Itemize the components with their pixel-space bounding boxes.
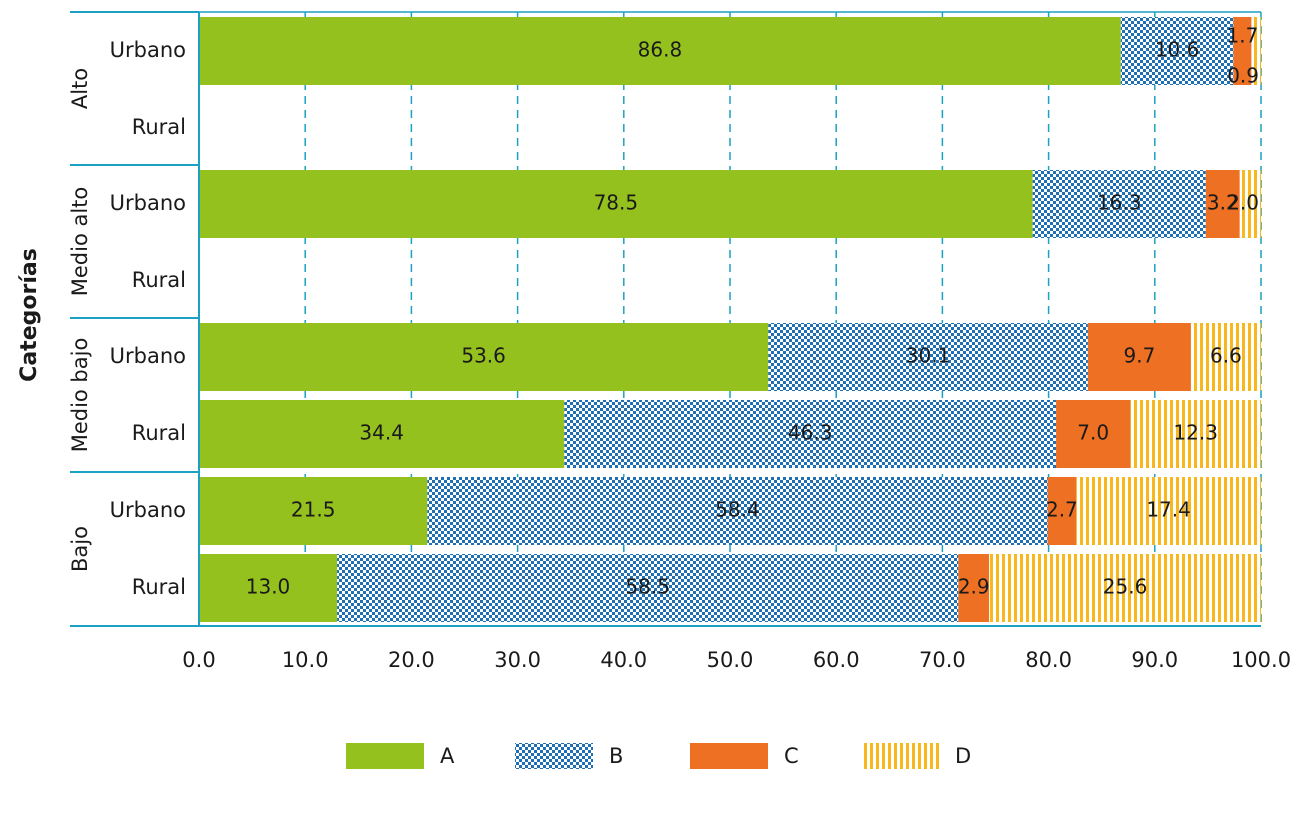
- x-tick-label: 10.0: [282, 648, 329, 672]
- legend-label-a: A: [440, 744, 455, 768]
- x-tick-label: 100.0: [1231, 648, 1291, 672]
- bar-segment-d: [1130, 400, 1261, 468]
- data-label: 53.6: [461, 344, 506, 368]
- legend: A B C D: [346, 743, 971, 769]
- data-label: 78.5: [594, 191, 639, 215]
- x-tick-label: 40.0: [600, 648, 647, 672]
- data-label: 16.3: [1097, 191, 1142, 215]
- data-label: 3.2: [1207, 191, 1239, 215]
- bar-segment-c: [1205, 170, 1240, 238]
- bar-segment-b: [337, 554, 959, 622]
- bar-segment-b: [427, 477, 1048, 545]
- data-label: 21.5: [291, 498, 336, 522]
- group-label-medio-alto: Medio alto: [68, 187, 92, 297]
- data-label: 25.6: [1103, 575, 1148, 599]
- bar-segment-c: [1047, 477, 1077, 545]
- bar-segment-a: [199, 17, 1121, 85]
- bar-segment-d: [1076, 477, 1261, 545]
- data-label: 9.7: [1123, 344, 1155, 368]
- x-tick-label: 50.0: [707, 648, 754, 672]
- x-tick-label: 90.0: [1131, 648, 1178, 672]
- bar-segment-a: [199, 477, 428, 545]
- legend-swatch-b: [515, 743, 593, 769]
- bar-segment-a: [199, 400, 565, 468]
- data-label: 1.7: [1227, 24, 1259, 48]
- legend-label-b: B: [609, 744, 623, 768]
- legend-swatch-a: [346, 743, 424, 769]
- bar-segment-b: [564, 400, 1057, 468]
- y-axis-title: Categorías: [17, 248, 42, 382]
- data-label: 17.4: [1146, 498, 1191, 522]
- data-label: 10.6: [1155, 38, 1200, 62]
- x-tick-label: 70.0: [919, 648, 966, 672]
- bar-segment-b: [1032, 170, 1206, 238]
- bar-segment-c: [958, 554, 990, 622]
- bar-segment-a: [199, 170, 1033, 238]
- data-label: 2.9: [958, 575, 990, 599]
- data-label: 86.8: [638, 38, 683, 62]
- data-label: 2.7: [1046, 498, 1078, 522]
- bar-segment-b: [1120, 17, 1234, 85]
- legend-label-d: D: [955, 744, 971, 768]
- bar-segment-c: [1087, 323, 1191, 391]
- bar-segment-a: [199, 554, 338, 622]
- bar-segment-c: [1233, 17, 1252, 85]
- x-tick-label: 60.0: [813, 648, 860, 672]
- data-label: 58.4: [715, 498, 760, 522]
- legend-label-c: C: [784, 744, 799, 768]
- group-label-medio-bajo: Medio bajo: [68, 338, 92, 453]
- row-label-rural: Rural: [132, 115, 186, 139]
- data-label: 13.0: [246, 575, 291, 599]
- data-label: 2.0: [1227, 191, 1259, 215]
- data-label: 34.4: [359, 421, 404, 445]
- axes: Urbano Rural Urbano Rural Urbano Rural Urbano R…: [68, 11, 1291, 672]
- row-label-rural: Rural: [132, 268, 186, 292]
- bars: 86.8 10.6 1.7 0.9 78.5 16.3 3.22.0 53.6 30.1 9.7 6…: [199, 17, 1261, 622]
- row-label-rural: Rural: [132, 575, 186, 599]
- bar-segment-d: [1190, 323, 1261, 391]
- x-tick-label: 30.0: [494, 648, 541, 672]
- data-label: 12.3: [1173, 421, 1218, 445]
- x-tick-label: 20.0: [388, 648, 435, 672]
- data-label: 46.3: [788, 421, 833, 445]
- group-label-alto: Alto: [68, 68, 92, 109]
- data-label: 58.5: [625, 575, 670, 599]
- x-tick-label: 80.0: [1025, 648, 1072, 672]
- bar-segment-c: [1056, 400, 1131, 468]
- x-tick-label: 0.0: [182, 648, 215, 672]
- data-label: 7.0: [1077, 421, 1109, 445]
- bar-segment-b: [768, 323, 1088, 391]
- row-label-urbano: Urbano: [110, 191, 186, 215]
- row-label-urbano: Urbano: [110, 344, 186, 368]
- row-label-urbano: Urbano: [110, 38, 186, 62]
- bar-segment-d: [1239, 170, 1261, 238]
- group-label-bajo: Bajo: [68, 526, 92, 572]
- legend-swatch-c: [690, 743, 768, 769]
- data-label: 6.6: [1210, 344, 1242, 368]
- bar-segment-d: [989, 554, 1261, 622]
- data-label: 30.1: [906, 344, 951, 368]
- legend-swatch-d: [861, 743, 939, 769]
- data-label: 0.9: [1227, 64, 1259, 88]
- bar-segment-d: [1251, 17, 1261, 85]
- bar-segment-a: [199, 323, 769, 391]
- row-label-urbano: Urbano: [110, 498, 186, 522]
- row-label-rural: Rural: [132, 421, 186, 445]
